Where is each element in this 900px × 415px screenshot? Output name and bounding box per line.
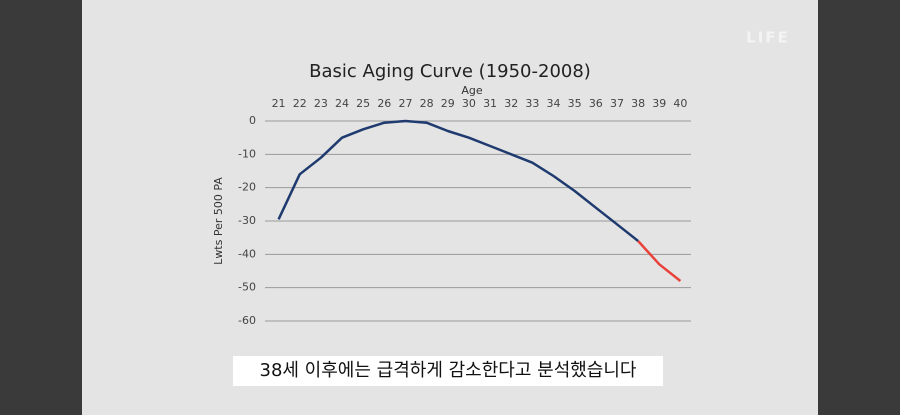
- caption-box: [233, 356, 663, 386]
- x-tick-label: 25: [356, 97, 370, 110]
- data-line: [637, 240, 682, 282]
- y-tick-label: -50: [238, 281, 256, 294]
- caption: 38세 이후에는 급격하게 감소한다고 분석했습니다: [260, 360, 637, 381]
- x-tick-label: 26: [377, 97, 391, 110]
- x-tick-label: 39: [652, 97, 666, 110]
- x-tick-label: 22: [293, 97, 307, 110]
- x-tick-label: 30: [462, 97, 476, 110]
- x-tick-label: 27: [398, 97, 412, 110]
- y-tick-label: -20: [238, 181, 256, 194]
- x-tick-label: 37: [610, 97, 624, 110]
- chart-title: Basic Aging Curve (1950-2008): [309, 61, 591, 82]
- y-tick-label: -60: [238, 314, 256, 327]
- x-tick-label: 36: [589, 97, 603, 110]
- x-tick-label: 21: [272, 97, 286, 110]
- x-tick-label: 28: [420, 97, 434, 110]
- x-tick-label: 38: [631, 97, 645, 110]
- x-axis-label: Age: [461, 84, 483, 97]
- y-axis-label: Lwts Per 500 PA: [212, 177, 225, 265]
- x-tick-label: 33: [525, 97, 539, 110]
- watermark: LIFE: [746, 29, 790, 47]
- x-tick-label: 32: [504, 97, 518, 110]
- x-tick-label: 24: [335, 97, 349, 110]
- y-tick-label: -30: [238, 214, 256, 227]
- x-tick-label: 40: [673, 97, 687, 110]
- x-tick-label: 35: [568, 97, 582, 110]
- video-frame: [82, 0, 818, 415]
- x-tick-label: 23: [314, 97, 328, 110]
- y-tick-label: 0: [249, 114, 256, 127]
- x-tick-label: 34: [547, 97, 561, 110]
- data-line: [277, 119, 639, 242]
- x-tick-label: 29: [441, 97, 455, 110]
- y-tick-label: -10: [238, 147, 256, 160]
- y-tick-label: -40: [238, 247, 256, 260]
- x-tick-label: 31: [483, 97, 497, 110]
